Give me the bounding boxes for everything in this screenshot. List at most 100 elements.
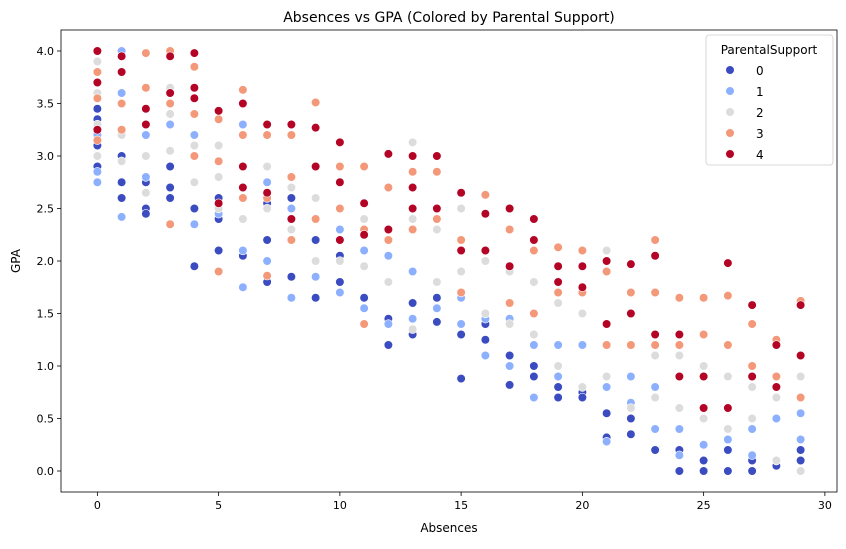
data-point [553, 361, 563, 371]
data-point [602, 319, 612, 329]
data-point [189, 151, 199, 161]
data-point [480, 308, 490, 319]
data-point [214, 140, 224, 151]
data-point [626, 429, 636, 439]
data-point [577, 340, 587, 350]
data-point [529, 245, 539, 256]
data-point [262, 161, 272, 172]
data-point [771, 371, 781, 382]
data-point [286, 235, 296, 245]
data-point [529, 308, 539, 319]
data-point [238, 119, 248, 130]
data-point [359, 230, 369, 240]
data-point [456, 235, 466, 245]
data-point [626, 403, 636, 413]
data-point [650, 340, 660, 350]
data-point [771, 382, 781, 392]
data-point [286, 130, 296, 140]
data-point [359, 319, 369, 329]
data-point [238, 98, 248, 109]
data-point [214, 266, 224, 277]
y-tick-label: 0.5 [37, 413, 55, 426]
data-point [432, 214, 442, 224]
data-point [141, 104, 151, 114]
data-point [165, 98, 175, 109]
data-point [117, 212, 127, 222]
data-point [674, 403, 684, 413]
data-point [723, 445, 733, 455]
data-point [674, 466, 684, 476]
data-point [796, 300, 806, 310]
data-point [165, 146, 175, 156]
data-point [141, 119, 151, 130]
data-point [747, 319, 757, 329]
data-point [335, 177, 345, 187]
data-point [262, 119, 272, 130]
data-point [238, 85, 248, 95]
data-point [92, 135, 102, 145]
data-point [335, 256, 345, 266]
data-point [189, 261, 199, 271]
data-point [311, 97, 321, 108]
data-point [92, 93, 102, 103]
data-point [286, 293, 296, 303]
data-point [92, 167, 102, 177]
data-point [286, 182, 296, 193]
data-point [117, 67, 127, 77]
data-point [699, 371, 709, 382]
data-point [141, 48, 151, 58]
data-point [674, 340, 684, 350]
data-point [335, 235, 345, 245]
data-point [189, 109, 199, 119]
data-point [92, 177, 102, 187]
data-point [529, 214, 539, 224]
data-point [602, 437, 612, 447]
data-point [286, 203, 296, 214]
data-point [335, 203, 345, 214]
data-point [432, 303, 442, 313]
data-point [723, 403, 733, 413]
data-point [408, 324, 418, 334]
data-point [577, 392, 587, 403]
y-tick-label: 2.0 [37, 255, 55, 268]
data-point [92, 56, 102, 67]
data-point [796, 445, 806, 455]
legend-item: 2 [725, 106, 764, 120]
legend: ParentalSupport 0 1 2 3 4 [705, 34, 834, 166]
data-point [432, 224, 442, 235]
data-point [747, 300, 757, 310]
data-point [723, 291, 733, 301]
data-point [141, 83, 151, 93]
data-point [165, 182, 175, 193]
data-point [626, 308, 636, 319]
data-point [262, 271, 272, 281]
data-point [141, 209, 151, 219]
y-tick-label: 3.5 [37, 98, 55, 111]
legend-label: 4 [756, 148, 764, 162]
data-point [408, 314, 418, 324]
data-point [723, 466, 733, 476]
data-point [505, 261, 515, 271]
data-point [238, 193, 248, 203]
data-point [311, 214, 321, 224]
data-point [505, 350, 515, 361]
data-point [602, 408, 612, 418]
data-point [383, 277, 393, 287]
data-point [165, 51, 175, 61]
data-point [383, 224, 393, 235]
data-point [456, 319, 466, 329]
data-point [771, 413, 781, 424]
data-point [408, 214, 418, 224]
data-point [311, 161, 321, 172]
data-point [480, 350, 490, 361]
data-point [553, 392, 563, 403]
data-point [189, 130, 199, 140]
data-point [796, 350, 806, 361]
data-point [796, 371, 806, 382]
data-point [747, 466, 757, 476]
data-point [432, 167, 442, 177]
data-point [262, 188, 272, 198]
data-point [699, 403, 709, 413]
data-point [359, 303, 369, 313]
